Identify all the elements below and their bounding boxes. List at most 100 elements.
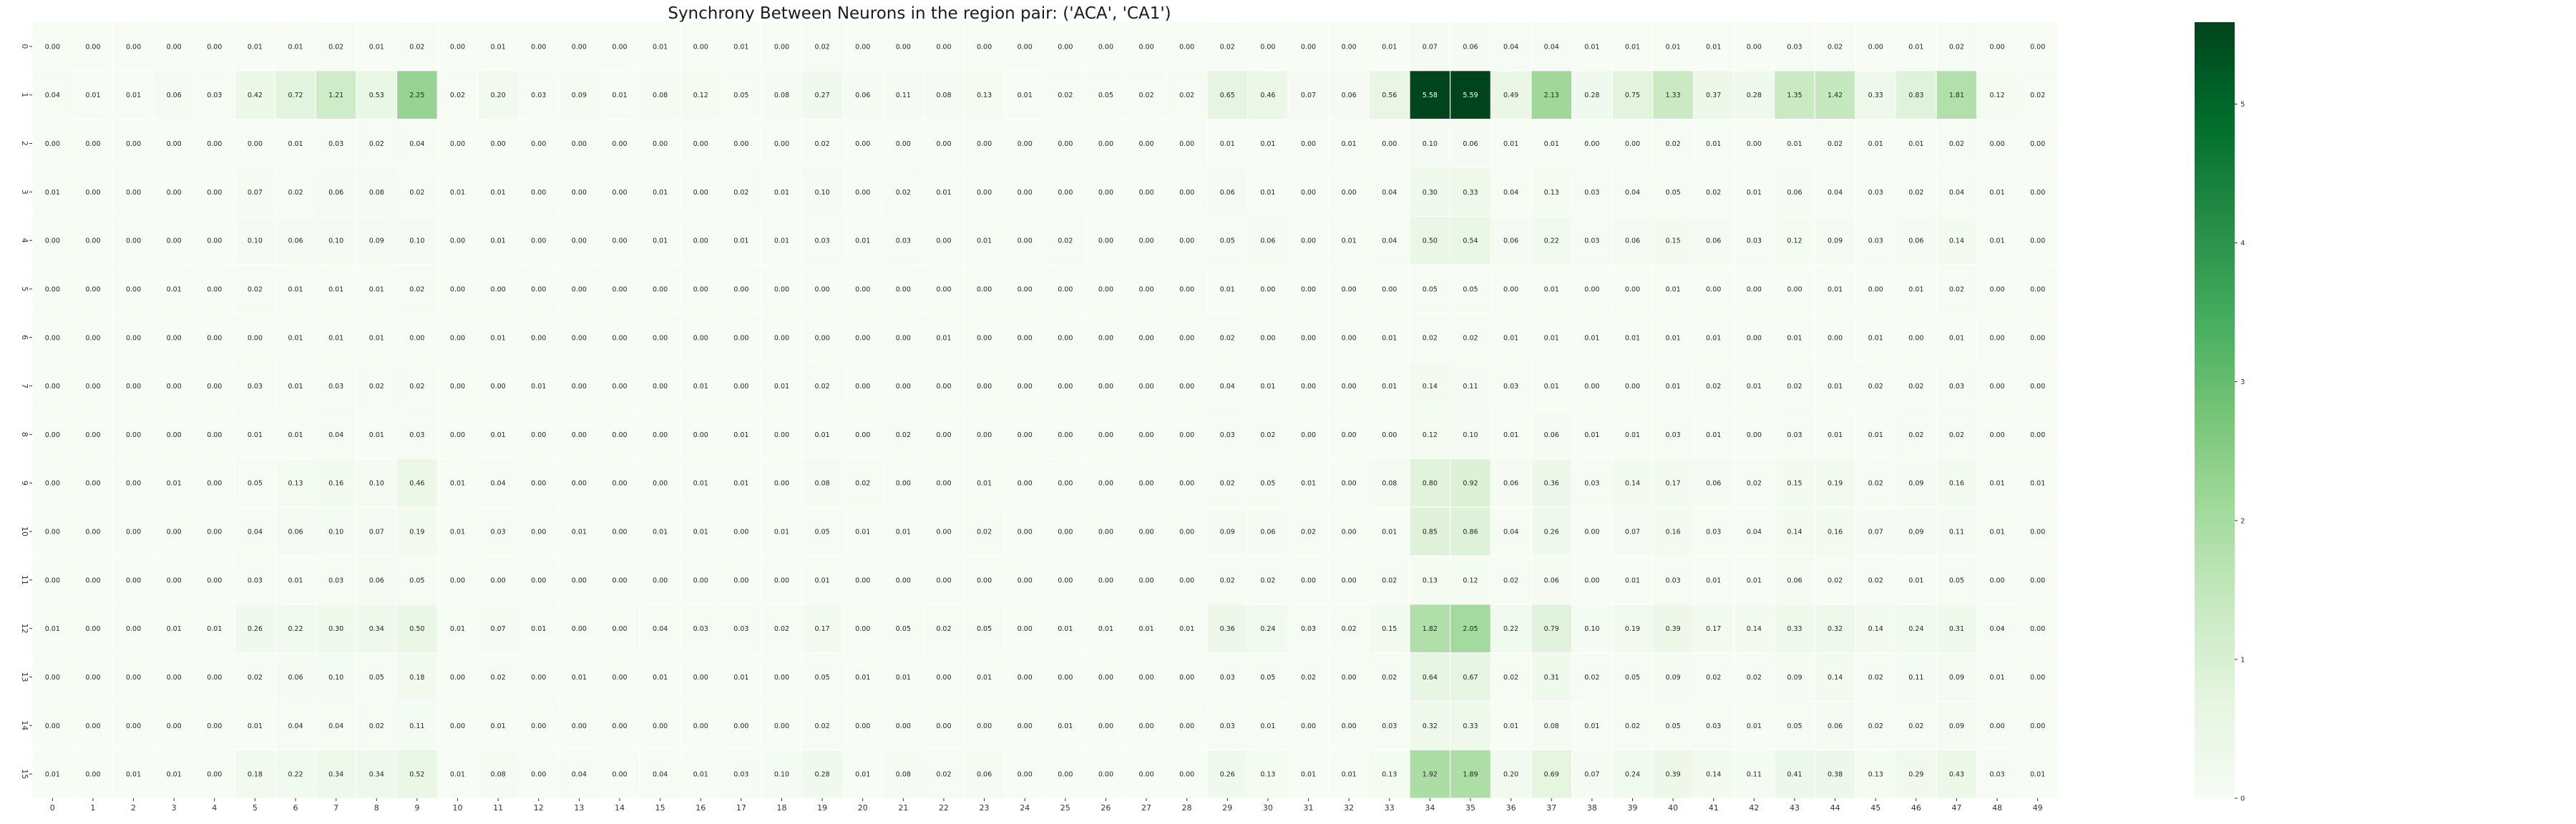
cell-value-label: 0.01 [531,625,546,633]
cell-value-label: 0.00 [207,722,222,730]
heatmap-cell [841,410,884,459]
x-tick-label: 10 [453,803,463,813]
cell-value-label: 0.00 [896,285,911,293]
heatmap-cell [234,70,276,120]
heatmap-cell [1814,361,1856,411]
heatmap-cell [112,604,155,654]
heatmap-cell [1490,555,1532,605]
heatmap-cell [801,410,843,459]
y-tick-label: 5 [20,286,29,291]
heatmap-cell [1896,652,1937,702]
cell-value-label: 0.02 [2030,92,2045,99]
cell-value-label: 0.05 [1463,285,1478,293]
heatmap-cell [1206,313,1249,363]
cell-value-label: 0.05 [1423,285,1438,293]
cell-value-label: 0.09 [1908,529,1923,536]
cell-value-label: 0.02 [409,285,424,293]
heatmap-cell [315,604,357,654]
heatmap-cell [1814,604,1856,654]
cell-value-label: 0.02 [977,529,992,536]
x-tick-label: 46 [1911,803,1921,813]
cell-value-label: 0.00 [977,189,992,197]
heatmap-cell [193,264,235,314]
cell-value-label: 0.00 [693,334,708,342]
heatmap-cell [193,410,235,459]
cell-value-label: 0.06 [1260,529,1275,536]
cell-value-label: 0.00 [653,383,668,391]
cell-value-label: 0.03 [1666,431,1681,439]
cell-value-label: 0.00 [1342,43,1357,51]
x-tick-label: 39 [1627,803,1637,813]
heatmap-cell [234,458,276,508]
cell-value-label: 0.00 [572,383,587,391]
heatmap-cell [1409,555,1451,605]
cell-value-label: 2.13 [1544,92,1559,99]
heatmap-cells [31,21,2059,799]
cell-value-label: 0.00 [693,285,708,293]
x-tick-label: 16 [696,803,706,813]
cell-value-label: 0.01 [328,334,343,342]
cell-value-label: 0.00 [612,480,627,488]
cell-value-label: 0.00 [815,334,830,342]
cell-value-label: 0.01 [2030,771,2045,779]
cell-value-label: 0.01 [1949,334,1964,342]
cell-value-label: 1.33 [1666,92,1681,99]
heatmap-cell [31,458,74,508]
heatmap-cell [72,652,114,702]
heatmap-cell [275,506,316,556]
cell-value-label: 0.00 [1382,140,1397,148]
cell-value-label: 0.00 [774,674,789,682]
heatmap-cell [801,749,843,799]
cell-value-label: 0.03 [1503,383,1518,391]
cell-value-label: 0.00 [1138,383,1153,391]
cell-value-label: 0.06 [1787,577,1802,584]
cell-value-label: 0.04 [288,722,303,730]
heatmap-cell [1976,555,2018,605]
heatmap-cell [761,119,803,168]
cell-value-label: 0.05 [896,625,911,633]
cell-value-label: 0.00 [1098,577,1113,584]
cell-value-label: 0.85 [1423,529,1438,536]
cell-value-label: 0.00 [1787,285,1802,293]
cell-value-label: 0.10 [774,771,789,779]
cell-value-label: 0.00 [733,285,748,293]
heatmap-cell [2016,555,2059,605]
cell-value-label: 0.00 [855,722,870,730]
cell-value-label: 0.43 [1949,771,1964,779]
heatmap-cell [1085,70,1127,120]
cell-value-label: 0.50 [409,625,424,633]
heatmap-cell [923,70,965,120]
heatmap-cell [1814,167,1856,217]
cell-value-label: 0.01 [1706,43,1721,51]
x-tick-label: 21 [898,803,908,813]
cell-value-label: 0.33 [1868,92,1883,99]
cell-value-label: 0.00 [1584,529,1599,536]
heatmap-cell [1814,21,1856,72]
cell-value-label: 0.03 [1868,189,1883,197]
cell-value-label: 0.01 [1908,285,1923,293]
cell-value-label: 0.00 [85,722,100,730]
cell-value-label: 0.03 [409,431,424,439]
heatmap-cell [1571,361,1613,411]
cell-value-label: 0.00 [1098,140,1113,148]
cell-value-label: 0.20 [1503,771,1518,779]
cell-value-label: 0.01 [288,383,303,391]
cell-value-label: 0.00 [612,529,627,536]
heatmap-cell [1936,555,1978,605]
heatmap-cell [963,700,1005,750]
cell-value-label: 0.01 [1828,431,1843,439]
heatmap-cell [1896,361,1937,411]
heatmap-cell [1611,604,1654,654]
heatmap-cell [1126,119,1167,168]
cell-value-label: 0.01 [1382,43,1397,51]
heatmap-cell [234,555,276,605]
x-tick-label: 38 [1587,803,1597,813]
cell-value-label: 0.00 [531,577,546,584]
heatmap-cell [639,652,681,702]
heatmap-cell [1896,749,1937,799]
heatmap-cell [1166,21,1208,72]
heatmap-cell [275,167,316,217]
cell-value-label: 0.00 [85,237,100,245]
cell-value-label: 0.00 [248,140,263,148]
cell-value-label: 0.02 [855,480,870,488]
